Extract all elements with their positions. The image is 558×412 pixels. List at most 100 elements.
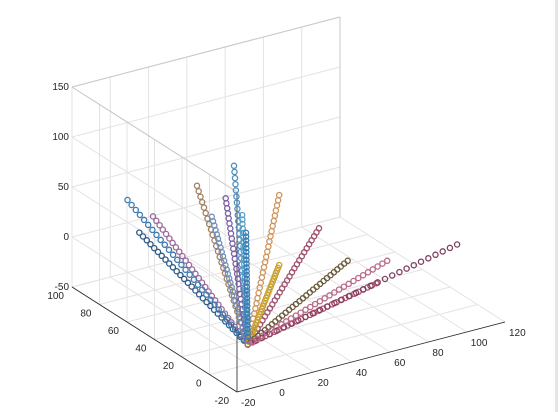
- data-point: [207, 226, 215, 233]
- data-point: [258, 274, 266, 281]
- data-point: [278, 321, 285, 328]
- data-point: [154, 248, 162, 256]
- data-point: [379, 260, 386, 267]
- data-point: [243, 252, 250, 260]
- data-point: [230, 245, 237, 252]
- data-point: [306, 289, 314, 296]
- box-edge: [71, 86, 238, 193]
- y-tick-label: 100: [47, 291, 64, 302]
- data-point: [233, 199, 241, 206]
- data-markers: [124, 162, 461, 348]
- data-point: [289, 303, 296, 311]
- data-point: [238, 211, 246, 219]
- data-point: [267, 233, 274, 240]
- z-tick-label: 50: [58, 182, 70, 193]
- data-point: [453, 241, 461, 248]
- data-point: [243, 283, 251, 290]
- x-axis-line: [236, 321, 506, 393]
- data-point: [243, 264, 250, 271]
- data-point: [239, 220, 246, 228]
- grid-line: [71, 186, 238, 293]
- data-point: [223, 316, 231, 323]
- data-point: [403, 265, 410, 272]
- data-point: [326, 292, 333, 299]
- data-point: [359, 271, 367, 279]
- data-point: [207, 296, 214, 303]
- data-point: [234, 275, 242, 283]
- data-point: [243, 260, 250, 267]
- data-point: [169, 239, 176, 247]
- data-point: [252, 305, 259, 312]
- data-point: [186, 271, 193, 278]
- data-point: [311, 300, 319, 308]
- data-point: [273, 323, 280, 331]
- data-point: [221, 270, 229, 277]
- data-point: [323, 303, 331, 310]
- data-point: [172, 244, 180, 251]
- data-point: [243, 295, 251, 302]
- data-point: [287, 315, 295, 322]
- data-point: [175, 248, 183, 255]
- data-point: [302, 306, 309, 314]
- axes-grid: [71, 16, 506, 393]
- data-point: [315, 225, 323, 232]
- data-point: [364, 269, 372, 276]
- data-point: [242, 241, 250, 248]
- data-point: [202, 209, 209, 217]
- x-tick-label: 60: [394, 358, 406, 369]
- x-tick-label: 120: [509, 328, 526, 339]
- data-point: [231, 174, 239, 182]
- data-point: [396, 268, 403, 276]
- data-point: [367, 282, 374, 290]
- data-point: [260, 263, 268, 271]
- data-point: [227, 321, 235, 328]
- data-point: [417, 258, 425, 265]
- data-point: [242, 233, 250, 240]
- data-point: [321, 295, 328, 302]
- data-point: [227, 225, 234, 232]
- data-point: [188, 266, 196, 273]
- data-point: [383, 257, 391, 265]
- data-point: [269, 222, 276, 230]
- data-point: [136, 229, 143, 236]
- data-point: [331, 289, 338, 296]
- data-point: [184, 279, 192, 287]
- data-point: [235, 313, 243, 321]
- data-point: [243, 279, 251, 287]
- data-point: [173, 267, 180, 275]
- data-point: [274, 197, 282, 204]
- data-point: [316, 306, 324, 314]
- data-point: [211, 237, 218, 244]
- data-point: [219, 311, 227, 318]
- data-point: [190, 276, 198, 283]
- data-point: [345, 280, 352, 288]
- data-point: [272, 207, 280, 214]
- data-point: [271, 212, 279, 219]
- data-point: [432, 251, 439, 259]
- data-point: [243, 306, 251, 314]
- data-point: [215, 306, 222, 313]
- data-point: [302, 313, 309, 321]
- grid-line: [71, 116, 341, 188]
- z-tick-label: 150: [52, 82, 69, 93]
- box-edge: [71, 16, 341, 88]
- data-point: [198, 198, 206, 206]
- data-point: [268, 227, 275, 235]
- data-point: [162, 230, 170, 238]
- data-point: [350, 277, 357, 285]
- grid-line: [71, 236, 238, 343]
- data-point: [200, 204, 208, 211]
- data-point: [282, 318, 290, 325]
- data-point: [285, 306, 293, 314]
- data-point: [244, 310, 251, 317]
- data-point: [439, 248, 446, 255]
- data-point: [211, 301, 218, 308]
- data-point: [243, 248, 250, 256]
- grid-line: [71, 66, 341, 138]
- data-point: [158, 252, 165, 260]
- data-point: [203, 291, 210, 298]
- data-point: [243, 268, 250, 275]
- data-point: [254, 335, 261, 342]
- y-tick-label: 60: [108, 326, 120, 337]
- data-point: [244, 314, 251, 321]
